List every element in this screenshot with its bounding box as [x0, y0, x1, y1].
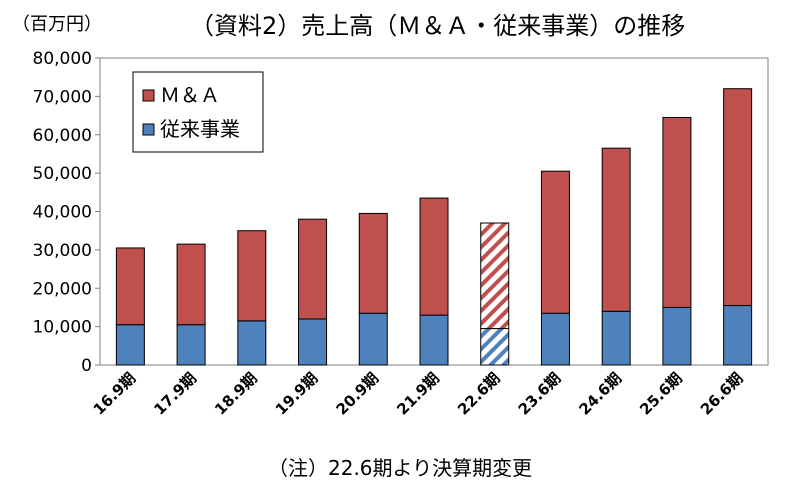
legend-label: Ｍ＆Ａ: [160, 83, 220, 107]
bar-segment-conventional: [358, 312, 388, 366]
legend-label: 従来事業: [160, 117, 240, 141]
bar-segment-ma: [298, 218, 328, 320]
y-tick-label: 80,000: [33, 49, 92, 69]
legend-box: [132, 71, 264, 153]
x-tick-label: 16.9期: [90, 369, 140, 419]
bar-segment-ma: [540, 170, 570, 314]
x-tick-label: 22.6期: [454, 369, 504, 419]
x-tick-label: 18.9期: [211, 369, 261, 419]
bar-segment-conventional: [601, 310, 631, 366]
y-tick-label: 50,000: [33, 164, 92, 184]
bar-segment-conventional: [115, 324, 145, 366]
bar-segment-ma: [176, 243, 206, 326]
bar-segment-conventional: [723, 305, 753, 366]
legend: Ｍ＆Ａ 従来事業: [132, 71, 264, 153]
y-tick-label: 60,000: [33, 126, 92, 146]
bar-segment-ma: [115, 247, 145, 326]
y-tick-label: 30,000: [33, 241, 92, 261]
bar-segment-conventional: [419, 314, 449, 366]
x-tick-label: 20.9期: [333, 369, 383, 419]
bar-segment-conventional: [662, 306, 692, 366]
bar-segment-conventional: [540, 312, 570, 366]
bar-segment-ma: [601, 147, 631, 312]
y-tick-label: 0: [81, 356, 92, 376]
y-axis-unit-label: （百万円）: [12, 14, 102, 35]
bar-segment-conventional: [480, 328, 510, 366]
x-tick-label: 17.9期: [150, 369, 200, 419]
legend-swatch: [142, 123, 155, 136]
y-tick-label: 20,000: [33, 279, 92, 299]
bar-segment-ma: [723, 88, 753, 307]
bar-segment-ma: [662, 116, 692, 308]
x-tick-label: 19.9期: [272, 369, 322, 419]
bar-segment-ma: [419, 197, 449, 316]
chart-title: （資料2）売上高（Ｍ＆Ａ・従来事業）の推移: [190, 12, 686, 40]
x-tick-label: 23.6期: [515, 369, 565, 419]
x-tick-label: 24.6期: [576, 369, 626, 419]
x-tick-label: 26.6期: [697, 369, 747, 419]
y-tick-label: 10,000: [33, 318, 92, 338]
x-tick-label: 25.6期: [636, 369, 686, 419]
bar-segment-ma: [358, 212, 388, 314]
footnote: （注）22.6期より決算期変更: [268, 456, 533, 480]
legend-swatch: [142, 89, 155, 102]
bar-segment-ma: [237, 230, 267, 322]
y-tick-label: 40,000: [33, 203, 92, 223]
bar-segment-ma: [480, 222, 510, 330]
x-tick-label: 21.9期: [393, 369, 443, 419]
bar-segment-conventional: [176, 324, 206, 366]
bar-segment-conventional: [298, 318, 328, 366]
y-tick-label: 70,000: [33, 87, 92, 107]
bar-segment-conventional: [237, 320, 267, 366]
